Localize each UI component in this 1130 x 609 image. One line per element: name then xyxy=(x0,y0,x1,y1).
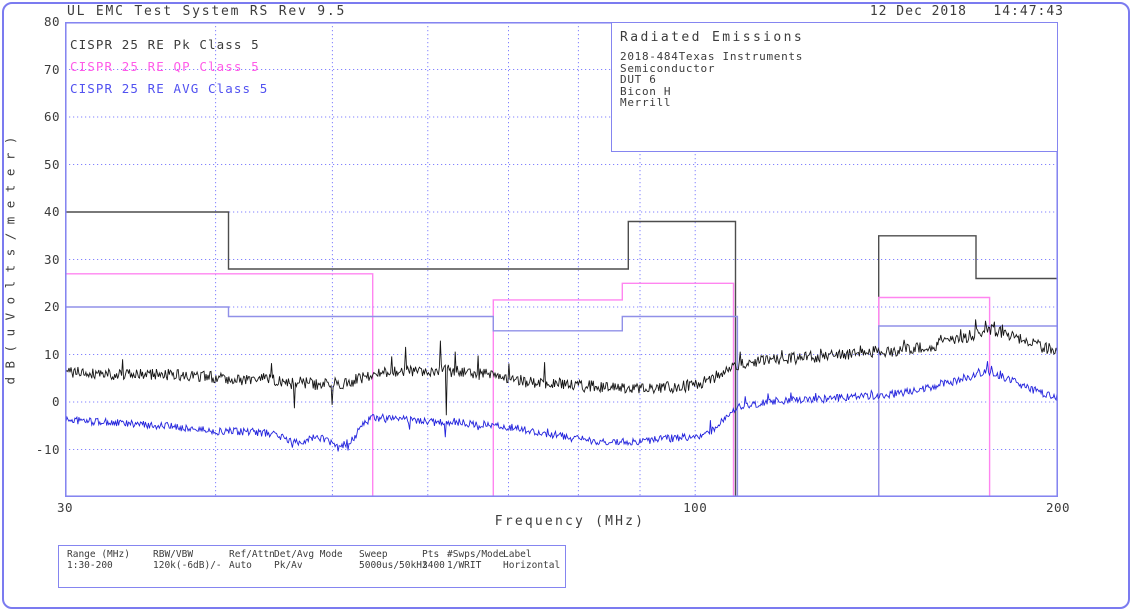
setting-det-avg-mode: Det/Avg Mode Pk/Av xyxy=(274,549,343,571)
limit-line-1 xyxy=(878,296,991,497)
setting-header: Label xyxy=(503,549,532,560)
app-title: UL EMC Test System RS Rev 9.5 xyxy=(67,4,347,19)
x-axis-label: Frequency (MHz) xyxy=(494,514,646,529)
limit-line-1 xyxy=(492,282,735,497)
setting--swps-mode: #Swps/Mode 1/WRIT xyxy=(447,549,504,571)
y-tick-label: 40 xyxy=(43,204,60,219)
setting-header: Ref/Attn xyxy=(229,549,275,560)
datetime-display: 12 Dec 2018 14:47:43 xyxy=(869,4,1064,19)
setting-header: RBW/VBW xyxy=(153,549,194,560)
limit-line-0 xyxy=(65,211,737,497)
chart-canvas xyxy=(65,22,1058,497)
setting-header: Range (MHz) xyxy=(67,549,130,560)
limit-line-0 xyxy=(878,235,1058,497)
test-info-line: Bicon H xyxy=(620,84,672,98)
x-tick-label: 100 xyxy=(683,500,708,515)
test-info-line: Merrill xyxy=(620,96,672,109)
setting-header: #Swps/Mode xyxy=(447,549,505,560)
setting-range-mhz-: Range (MHz) 1:30-200 xyxy=(67,549,130,571)
setting-header: Det/Avg Mode xyxy=(274,549,343,560)
setting-label: Label Horizontal xyxy=(503,549,560,571)
sweep-settings-panel: Range (MHz) 1:30-200 RBW/VBW 120k(-6dB)/- Re… xyxy=(58,545,566,588)
test-info-title: Radiated Emissions xyxy=(620,30,805,45)
setting-value: Pk/Av xyxy=(274,560,303,571)
setting-ref-attn: Ref/Attn Auto xyxy=(229,549,275,571)
y-tick-label: 0 xyxy=(51,394,60,409)
setting-value: 120k(-6dB)/- xyxy=(153,560,222,571)
trace-avg-measurement xyxy=(65,361,1058,452)
trace-pk-measurement xyxy=(65,319,1058,416)
y-tick-label: 60 xyxy=(43,109,60,124)
setting-value: Horizontal xyxy=(503,560,561,571)
y-tick-label: 80 xyxy=(43,14,60,29)
y-tick-label: 70 xyxy=(43,61,60,77)
x-tick-label: 30 xyxy=(56,500,74,515)
test-info-lines: 2018-484Texas Instruments Semiconductor DU… xyxy=(612,51,1057,109)
y-tick-label: 10 xyxy=(43,346,60,362)
test-info-line: DUT 6 xyxy=(620,73,657,86)
setting-value: 1:30-200 xyxy=(67,560,113,571)
x-tick-label: 200 xyxy=(1045,500,1071,515)
setting-sweep: Sweep 5000us/50kHz xyxy=(359,549,428,571)
limit-line-1 xyxy=(65,273,374,497)
setting-rbw-vbw: RBW/VBW 120k(-6dB)/- xyxy=(153,549,222,571)
setting-value: 5000us/50kHz xyxy=(359,560,428,571)
y-tick-label: 50 xyxy=(43,156,60,172)
test-info-line: 2018-484Texas Instruments xyxy=(620,50,804,63)
setting-value: Auto xyxy=(229,560,252,571)
legend-item-avg-limit: CISPR 25 RE AVG Class 5 xyxy=(70,81,269,96)
legend-item-qp-limit: CISPR 25 RE QP Class 5 xyxy=(70,59,260,74)
emissions-chart xyxy=(65,22,1058,497)
test-info-box: Radiated Emissions 2018-484Texas Instrum… xyxy=(611,22,1058,152)
y-tick-label: 30 xyxy=(43,251,60,267)
setting-header: Sweep xyxy=(359,549,388,560)
y-tick-label: 20 xyxy=(43,299,60,314)
legend-item-pk-limit: CISPR 25 RE Pk Class 5 xyxy=(70,37,260,52)
setting-pts: Pts 3400 xyxy=(422,549,445,571)
plot-frame xyxy=(65,22,1058,497)
setting-value: 1/WRIT xyxy=(447,560,482,571)
chart-legend: CISPR 25 RE Pk Class 5 CISPR 25 RE QP Cl… xyxy=(70,34,268,100)
setting-header: Pts xyxy=(422,549,440,560)
y-tick-label: -10 xyxy=(35,441,60,457)
limit-line-2 xyxy=(878,325,1058,497)
setting-value: 3400 xyxy=(422,560,445,571)
limit-line-2 xyxy=(65,306,739,497)
test-info-line: Semiconductor xyxy=(620,61,716,75)
y-axis-label: dB(uVolts/meter) xyxy=(2,128,18,385)
